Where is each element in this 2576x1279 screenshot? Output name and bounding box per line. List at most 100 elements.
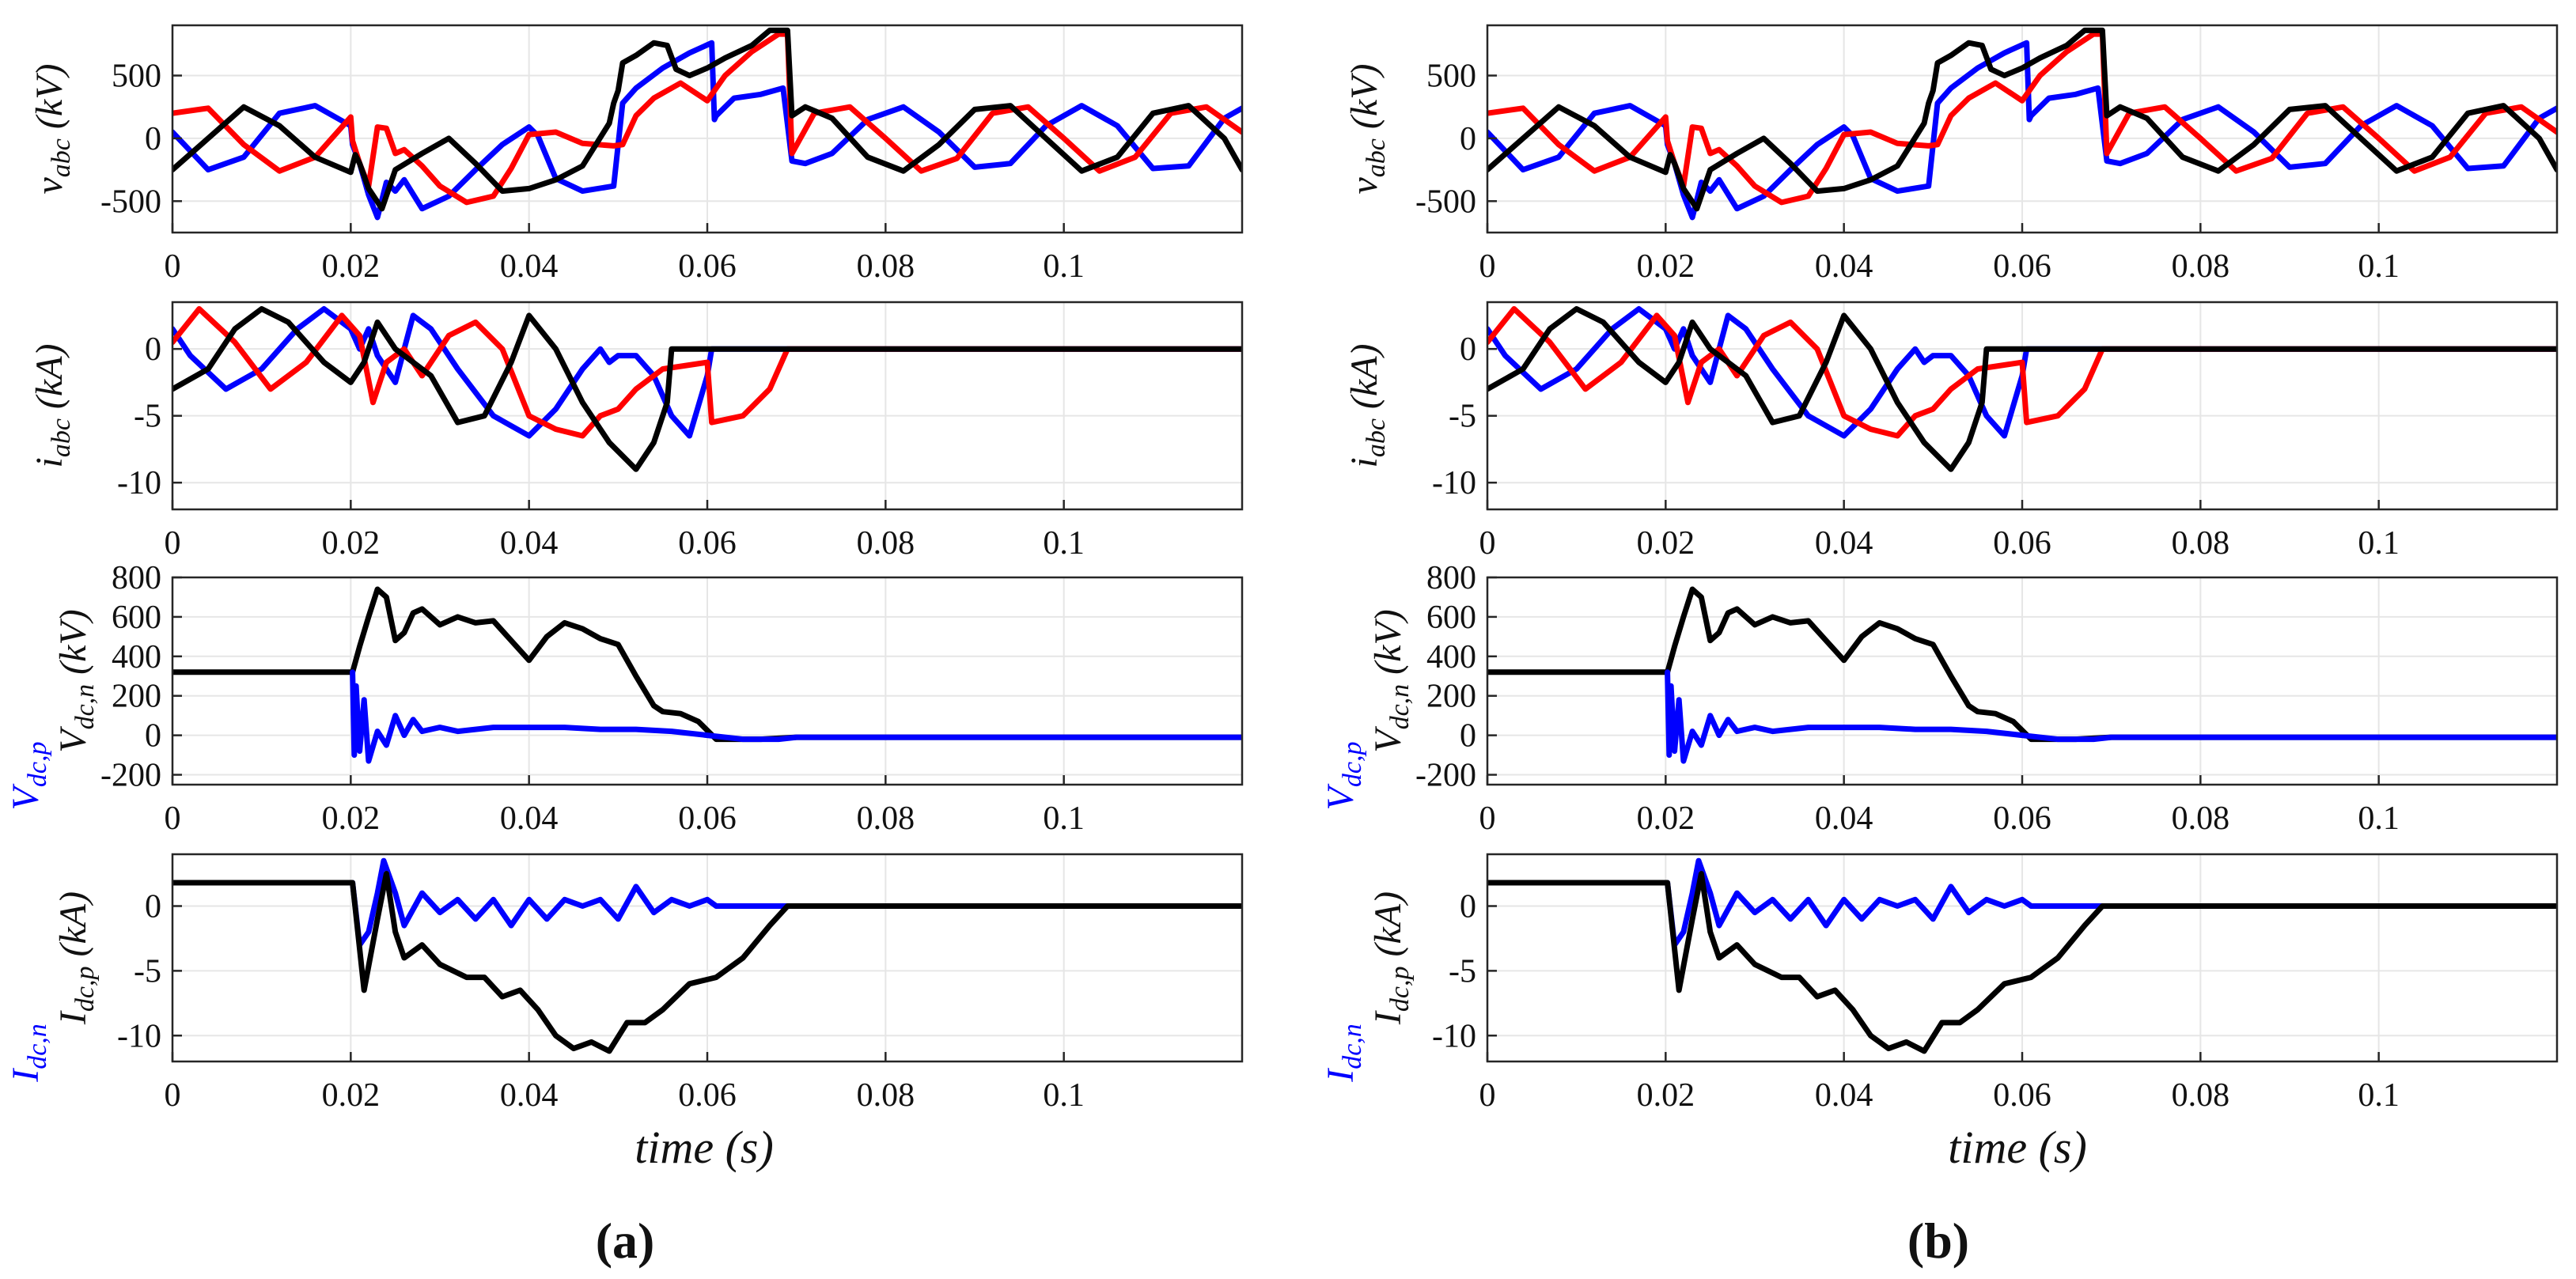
x-tick-label: 0.04 <box>500 1077 559 1114</box>
x-tick-label: 0.08 <box>2172 525 2230 562</box>
y-axis-label: Vdc,n (kV) <box>52 609 100 753</box>
y-tick-label: 600 <box>1426 600 1476 636</box>
x-tick-label: 0.06 <box>1993 800 2051 837</box>
y-label-subscript: dc,n <box>70 684 100 730</box>
y-tick-label: 600 <box>112 600 161 636</box>
series-line-1 <box>172 586 1242 743</box>
y-tick-label: 0 <box>145 889 161 925</box>
y-tick-label: 0 <box>1460 331 1476 368</box>
series-line-1 <box>172 857 1242 948</box>
x-tick-label: 0.06 <box>1993 525 2051 562</box>
series-line-3 <box>172 306 1242 472</box>
y-label-symbol: v <box>1343 177 1385 195</box>
x-tick-label: 0 <box>165 800 181 837</box>
x-tick-label: 0 <box>1479 248 1496 285</box>
y-label-symbol: V <box>1367 726 1409 753</box>
series-line-1 <box>1487 586 2557 743</box>
subplot-b-3: 0 0.02 0.04 0.06 0.08 0.1-2000200400600800Vdc… <box>1320 560 2559 837</box>
series-line-1 <box>1487 857 2557 948</box>
y-tick-label: -5 <box>1449 399 1476 435</box>
y-label-unit: (kA) <box>1343 343 1385 418</box>
series-line-1 <box>1487 306 2557 439</box>
series-line-1 <box>172 306 1242 439</box>
x-tick-label: 0.02 <box>322 248 381 285</box>
x-tick-label: 0.08 <box>2172 1077 2230 1114</box>
y-tick-label: -10 <box>117 465 161 501</box>
y-label-symbol: V <box>52 726 94 753</box>
x-tick-label: 0.02 <box>1637 800 1695 837</box>
x-tick-label: 0.02 <box>322 800 381 837</box>
y-label-subscript: dc,n <box>1385 684 1415 730</box>
y-label2-symbol: V <box>1320 783 1362 810</box>
x-tick-label: 0.1 <box>1043 800 1085 837</box>
x-tick-label: 0.1 <box>1043 525 1085 562</box>
x-tick-label: 0.04 <box>500 800 559 837</box>
series-group <box>1487 857 2557 1054</box>
y-axis-label-secondary: Vdc,p <box>5 742 52 811</box>
y-label-subscript: abc <box>47 418 76 457</box>
y-label-symbol: i <box>1343 457 1385 467</box>
x-tick-label: 0.06 <box>1993 1077 2051 1114</box>
y-tick-label: -10 <box>1432 1018 1476 1054</box>
x-tick-label: 0.1 <box>2358 248 2400 285</box>
y-tick-label: -5 <box>1449 953 1476 990</box>
x-tick-label: 0.1 <box>1043 248 1085 285</box>
series-line-3 <box>1487 306 2557 472</box>
x-tick-label: 0.02 <box>322 1077 381 1114</box>
y-label-symbol: i <box>28 457 70 467</box>
y-label2-symbol: I <box>1320 1068 1362 1083</box>
x-tick-label: 0.04 <box>1815 248 1873 285</box>
x-tick-label: 0.02 <box>322 525 381 562</box>
x-axis-label-b: time (s) <box>1948 1122 2087 1173</box>
x-tick-label: 0.06 <box>678 248 737 285</box>
series-line-2 <box>172 871 1242 1054</box>
y-label-subscript: abc <box>47 138 76 177</box>
x-tick-label: 0 <box>165 525 181 562</box>
y-tick-label: -500 <box>1415 184 1476 220</box>
y-tick-label: 0 <box>145 121 161 157</box>
y-axis-label: Idc,p (kA) <box>1367 891 1415 1025</box>
panel-label-a: (a) <box>596 1213 655 1269</box>
y-tick-label: 0 <box>145 331 161 368</box>
y-label-symbol: I <box>52 1010 94 1025</box>
y-label2-symbol: I <box>5 1068 47 1083</box>
y-axis-label-secondary: Vdc,p <box>1320 742 1367 811</box>
y-axis-label: iabc (kA) <box>1343 343 1391 467</box>
series-line-2 <box>1665 669 2557 764</box>
x-tick-label: 0.04 <box>500 248 559 285</box>
x-tick-label: 0.02 <box>1637 525 1695 562</box>
y-tick-label: 0 <box>145 718 161 755</box>
x-tick-label: 0 <box>1479 800 1496 837</box>
y-tick-label: 800 <box>1426 560 1476 596</box>
series-group <box>172 857 1242 1054</box>
y-axis-label-secondary: Idc,n <box>1320 1024 1367 1083</box>
x-tick-label: 0.06 <box>1993 248 2051 285</box>
y-tick-label: 400 <box>1426 639 1476 675</box>
x-tick-label: 0 <box>165 248 181 285</box>
x-tick-label: 0.02 <box>1637 1077 1695 1114</box>
y-tick-label: -200 <box>1415 758 1476 794</box>
y-label-unit: (kV) <box>28 64 70 139</box>
y-tick-label: 0 <box>1460 718 1476 755</box>
x-tick-label: 0.08 <box>857 525 915 562</box>
series-group <box>1487 586 2557 764</box>
y-label-symbol: I <box>1367 1010 1409 1025</box>
y-axis-label: Vdc,n (kV) <box>1367 609 1415 753</box>
series-group <box>172 306 1242 472</box>
y-label-unit: (kV) <box>1343 64 1385 139</box>
x-tick-label: 0.08 <box>2172 800 2230 837</box>
y-tick-label: 500 <box>112 59 161 95</box>
x-tick-label: 0.1 <box>2358 525 2400 562</box>
y-label-unit: (kV) <box>1367 609 1409 684</box>
series-group <box>1487 27 2557 221</box>
y-label-unit: (kV) <box>52 609 94 684</box>
series-line-2 <box>1487 871 2557 1054</box>
y-label-unit: (kA) <box>52 891 94 967</box>
y-tick-label: 200 <box>1426 679 1476 715</box>
y-tick-label: 0 <box>1460 889 1476 925</box>
x-tick-label: 0 <box>1479 525 1496 562</box>
